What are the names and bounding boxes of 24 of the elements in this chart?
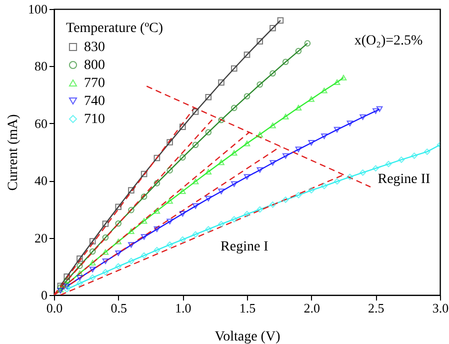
legend-label: 830 bbox=[84, 40, 105, 55]
x-axis-title: Voltage (V) bbox=[214, 330, 281, 344]
legend-label: 710 bbox=[84, 112, 105, 127]
x-tick-label: 1.5 bbox=[239, 300, 256, 316]
annotation: Regine I bbox=[220, 239, 269, 254]
x-tick-label: 0.0 bbox=[46, 300, 63, 316]
annotation: Regine II bbox=[378, 172, 431, 188]
annotation: x(O₂)=2.5% bbox=[354, 33, 424, 48]
legend-label: 770 bbox=[84, 76, 105, 91]
y-tick-label: 100 bbox=[28, 2, 48, 16]
x-tick-label: 3.0 bbox=[432, 300, 449, 316]
y-tick-label: 20 bbox=[34, 230, 48, 246]
y-tick-label: 80 bbox=[34, 58, 48, 74]
legend-title: Temperature (ºC) bbox=[66, 21, 164, 36]
legend-label: 800 bbox=[84, 58, 105, 73]
x-tick-label: 1.0 bbox=[175, 300, 192, 316]
y-tick-label: 60 bbox=[34, 116, 48, 131]
x-tick-label: 2.5 bbox=[368, 300, 384, 316]
x-tick-label: 0.5 bbox=[110, 300, 127, 316]
y-tick-label: 40 bbox=[34, 173, 48, 188]
y-axis-title: Current (mA) bbox=[6, 114, 21, 191]
y-tick-label: 0 bbox=[41, 288, 48, 302]
legend-label: 740 bbox=[84, 94, 105, 109]
x-tick-label: 2.0 bbox=[304, 300, 320, 316]
